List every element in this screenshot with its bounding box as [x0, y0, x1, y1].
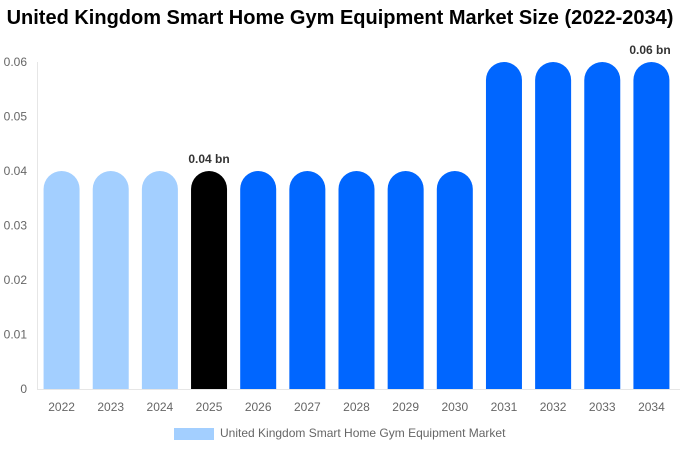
bar-2023: [92, 171, 129, 389]
y-tick-label: 0.06: [4, 55, 28, 69]
x-tick-label: 2023: [97, 400, 124, 414]
x-tick-label: 2029: [392, 400, 419, 414]
bar-2032: [535, 62, 572, 390]
legend-swatch: [174, 428, 214, 440]
bar-2025: [191, 171, 228, 389]
x-tick-label: 2030: [441, 400, 468, 414]
bar-2026: [240, 170, 277, 389]
legend-label: United Kingdom Smart Home Gym Equipment …: [220, 426, 506, 440]
x-tick-label: 2033: [589, 400, 616, 414]
bar-2022: [43, 171, 80, 389]
data-label: 0.06 bn: [629, 43, 670, 57]
bar-2028: [338, 171, 375, 389]
bar-2031: [485, 62, 522, 390]
bar-2029: [387, 171, 424, 389]
bar-2033: [584, 62, 621, 390]
y-tick-label: 0.04: [4, 164, 28, 178]
x-tick-label: 2027: [294, 400, 321, 414]
x-tick-label: 2022: [48, 400, 75, 414]
bar-2024: [141, 171, 178, 389]
chart-title: United Kingdom Smart Home Gym Equipment …: [7, 7, 674, 29]
x-tick-label: 2028: [343, 400, 370, 414]
bar-2030: [436, 171, 473, 389]
x-tick-label: 2026: [245, 400, 272, 414]
y-tick-label: 0: [20, 382, 27, 396]
bar-2027: [289, 171, 326, 389]
x-tick-label: 2025: [196, 400, 223, 414]
y-tick-label: 0.03: [4, 219, 28, 233]
x-tick-label: 2024: [147, 400, 174, 414]
y-tick-label: 0.02: [4, 273, 28, 287]
bar-2034: [633, 62, 670, 390]
x-tick-label: 2031: [491, 400, 518, 414]
data-label: 0.04 bn: [188, 152, 229, 166]
y-tick-label: 0.01: [4, 328, 28, 342]
x-tick-label: 2034: [638, 400, 665, 414]
y-tick-label: 0.05: [4, 110, 28, 124]
x-tick-label: 2032: [540, 400, 567, 414]
